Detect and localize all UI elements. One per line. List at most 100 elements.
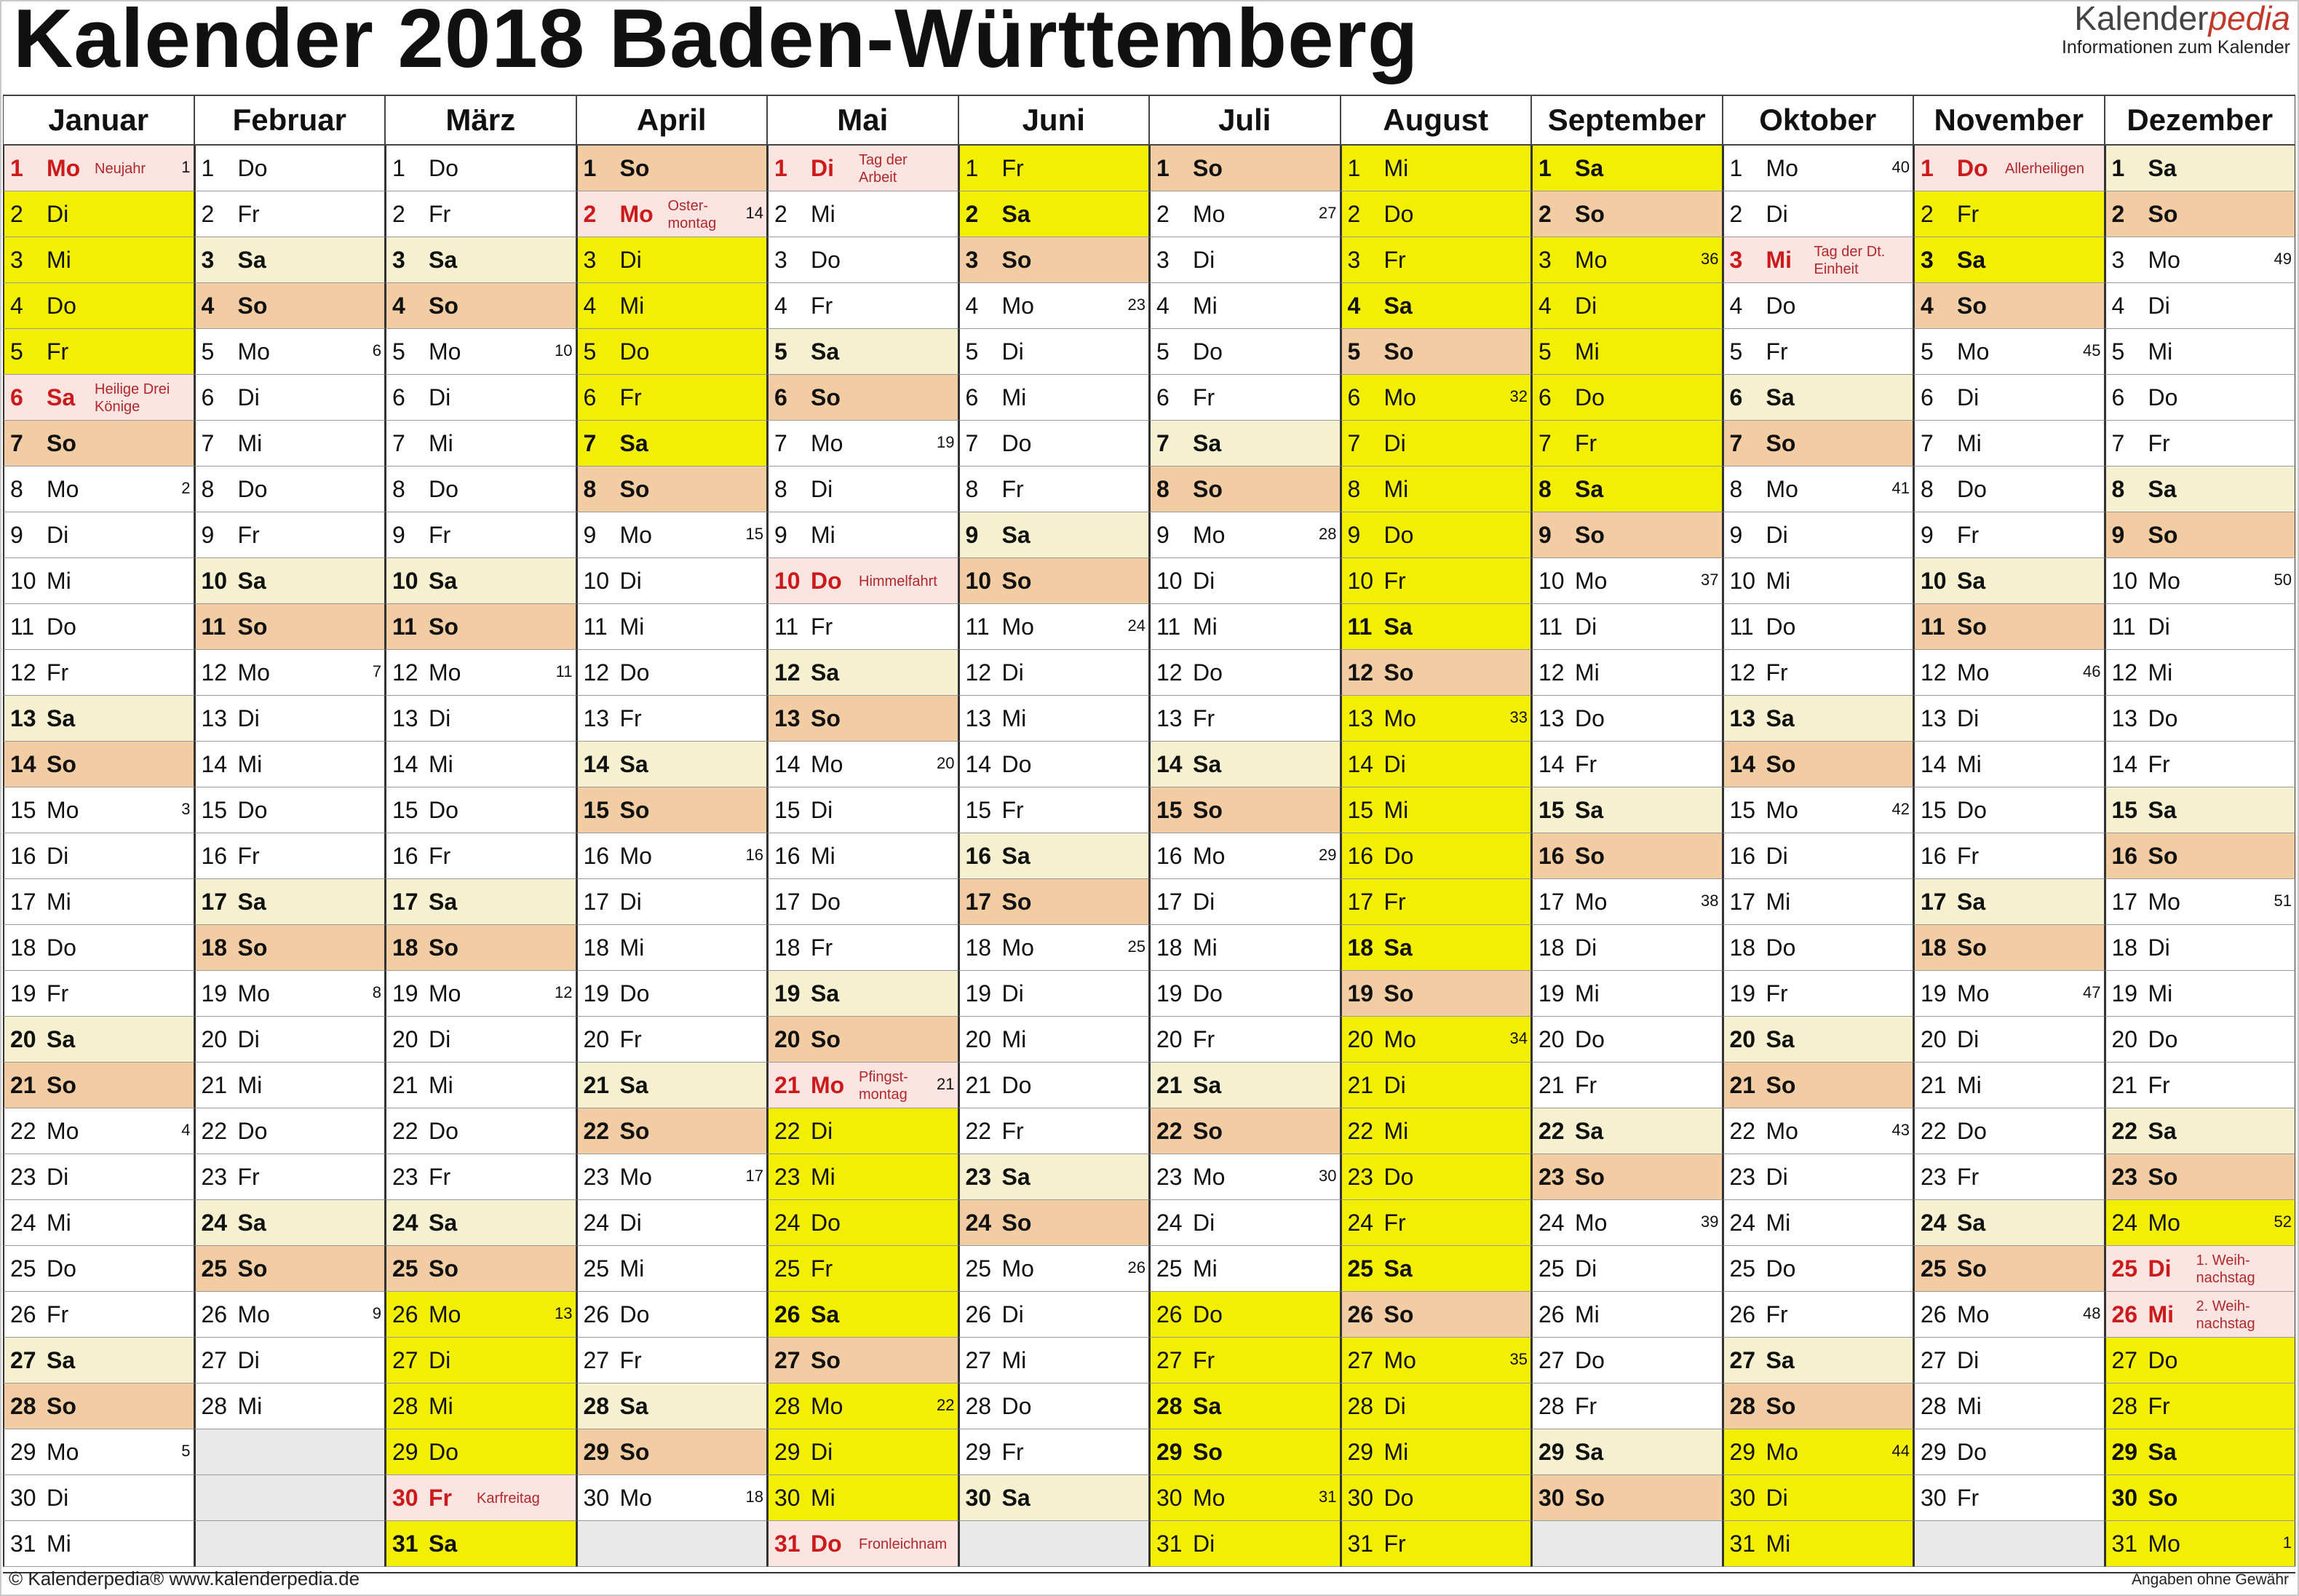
day-number: 2: [965, 201, 979, 227]
weekday: Fr: [1001, 155, 1024, 181]
day-number: 27: [965, 1347, 992, 1373]
day-number: 22: [583, 1118, 610, 1144]
day-cell: 22 Mo 43: [1722, 1108, 1913, 1154]
day-number: 22: [1347, 1118, 1374, 1144]
day-cell: 26 Do: [576, 1292, 767, 1338]
holiday-cell: 21 Mo Pfingst- montag 21: [767, 1063, 958, 1108]
day-number: 12: [1921, 659, 1947, 686]
weekday: Fr: [1383, 1531, 1406, 1557]
weekday: Do: [1575, 1347, 1605, 1373]
day-cell: 23 Fr: [385, 1154, 576, 1200]
empty-day-cell: [576, 1521, 767, 1567]
weekday: Fr: [2148, 430, 2170, 456]
day-cell: 4 Di: [1531, 283, 1723, 329]
weekday: Di: [47, 843, 69, 869]
day-cell: 2 Mo 27: [1149, 191, 1341, 237]
week-number: 41: [1891, 479, 1910, 497]
weekday: Fr: [47, 980, 69, 1007]
day-cell: 31 Fr: [1340, 1521, 1531, 1567]
day-cell: 23 Mo 30: [1149, 1154, 1341, 1200]
weekday: Sa: [237, 568, 266, 594]
weekday: Di: [1193, 1210, 1215, 1236]
weekday: Mi: [237, 751, 263, 777]
weekday: So: [1575, 1485, 1605, 1511]
weekday: Sa: [619, 751, 648, 777]
day-number: 7: [2111, 430, 2125, 456]
day-number: 25: [1729, 1255, 1756, 1282]
weekday: Sa: [1383, 614, 1413, 640]
day-number: 25: [201, 1255, 228, 1282]
week-number: 13: [555, 1304, 573, 1322]
day-number: 12: [201, 659, 228, 686]
day-number: 29: [392, 1439, 418, 1465]
week-number: 46: [2083, 662, 2101, 680]
day-cell: 11 Do: [3, 604, 194, 650]
brand-name-main: Kalender: [2074, 0, 2209, 37]
day-cell: 29 Do: [1913, 1429, 2105, 1475]
day-cell: 15 Sa: [1531, 787, 1723, 833]
weekday: Mo: [1766, 155, 1798, 181]
day-cell: 12 Do: [1149, 650, 1341, 696]
day-number: 9: [392, 522, 405, 548]
weekday: Di: [1575, 614, 1597, 640]
day-number: 27: [10, 1347, 36, 1373]
day-number: 24: [2111, 1210, 2138, 1236]
weekday: Mo: [1575, 568, 1608, 594]
day-number: 4: [1729, 293, 1743, 319]
day-cell: 22 Mi: [1340, 1108, 1531, 1154]
weekday: Do: [429, 797, 458, 823]
day-number: 20: [201, 1026, 228, 1052]
day-number: 20: [2111, 1026, 2138, 1052]
day-number: 1: [1347, 155, 1361, 181]
day-cell: 3 Mo 49: [2104, 237, 2295, 283]
weekday: So: [237, 1255, 268, 1282]
weekday: Do: [47, 614, 76, 640]
day-number: 30: [10, 1485, 36, 1511]
day-cell: 7 Di: [1340, 421, 1531, 467]
day-number: 4: [965, 293, 979, 319]
weekday: Do: [47, 293, 76, 319]
day-cell: 1 Mi: [1340, 146, 1531, 191]
weekday: Di: [1193, 889, 1215, 915]
weekday: Mo: [429, 338, 461, 365]
day-cell: 12 So: [1340, 650, 1531, 696]
day-cell: 14 Mi: [385, 742, 576, 787]
day-cell: 18 Do: [1722, 925, 1913, 971]
day-cell: 8 Do: [385, 467, 576, 512]
day-number: 9: [1921, 522, 1934, 548]
weekday: Mo: [237, 980, 270, 1007]
day-number: 14: [1729, 751, 1756, 777]
weekday: Do: [1575, 705, 1605, 731]
day-cell: 7 Mi: [1913, 421, 2105, 467]
weekday: Do: [237, 797, 268, 823]
day-number: 17: [1729, 889, 1756, 915]
day-cell: 15 Mi: [1340, 787, 1531, 833]
weekday: Mi: [1383, 1118, 1409, 1144]
weekday: Mi: [47, 568, 71, 594]
week-number: 15: [745, 525, 763, 543]
day-cell: 6 Mo 32: [1340, 375, 1531, 421]
day-number: 26: [1921, 1301, 1947, 1327]
day-cell: 18 Di: [2104, 925, 2295, 971]
day-number: 21: [583, 1072, 610, 1098]
day-number: 24: [10, 1210, 36, 1236]
weekday: Di: [1766, 201, 1788, 227]
weekday: Sa: [2148, 797, 2177, 823]
day-cell: 2 Fr: [194, 191, 385, 237]
day-number: 26: [774, 1301, 801, 1327]
day-cell: 24 So: [958, 1200, 1149, 1246]
day-cell: 30 Mo 18: [576, 1475, 767, 1521]
weekday: Fr: [429, 522, 451, 548]
weekday: Fr: [429, 1164, 451, 1190]
day-number: 25: [392, 1255, 418, 1282]
weekday: Sa: [1766, 1026, 1795, 1052]
day-cell: 5 Fr: [1722, 329, 1913, 375]
day-number: 21: [392, 1072, 418, 1098]
day-number: 8: [10, 476, 23, 502]
weekday: Do: [237, 1118, 268, 1144]
day-cell: 15 Do: [194, 787, 385, 833]
day-number: 17: [10, 889, 36, 915]
day-number: 10: [10, 568, 36, 594]
weekday: Do: [619, 980, 650, 1007]
day-cell: 11 Di: [2104, 604, 2295, 650]
